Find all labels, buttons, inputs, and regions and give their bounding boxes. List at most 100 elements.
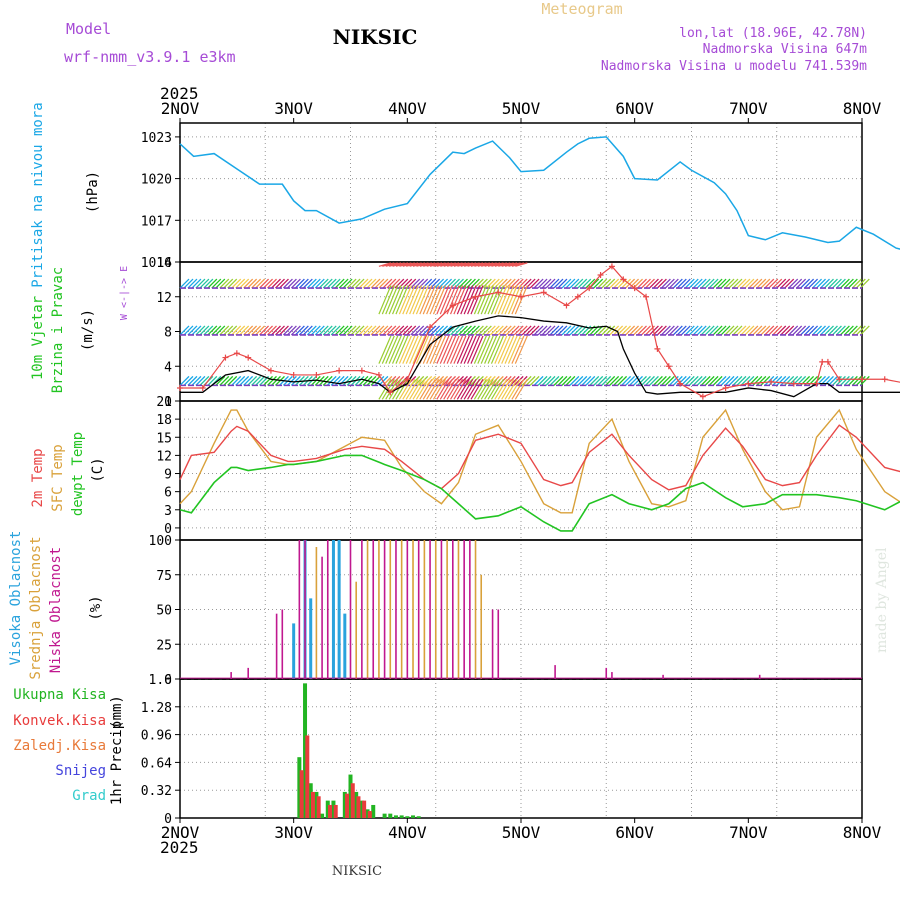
wind-barb-strong (439, 285, 453, 315)
wind-barb-strong (467, 335, 481, 364)
wind-barb (370, 278, 381, 289)
x-tick-label-top: 5NOV (502, 99, 541, 118)
wind-gust-marker (881, 376, 888, 383)
wind-barb-strong (412, 285, 426, 315)
wind-barb (406, 325, 417, 336)
wind-barb (259, 278, 270, 289)
wind-barb (358, 375, 369, 386)
wind-barb-strong (409, 335, 423, 364)
wind-barb (533, 278, 544, 289)
wind-barb (442, 375, 453, 386)
wind-barb (784, 375, 795, 386)
wind-barb (286, 325, 297, 336)
wind-barb (199, 325, 210, 336)
wind-barb (859, 278, 870, 289)
wind-barb (597, 375, 608, 386)
wind-barb-strong (423, 262, 436, 267)
wind-barb (728, 375, 739, 386)
wind-barb-strong (422, 285, 436, 315)
wind-barb (275, 278, 285, 289)
wind-barb (656, 325, 667, 336)
wind-barb (271, 278, 281, 289)
y-tick-label: 1.6 (149, 673, 172, 688)
wind-barb (764, 278, 775, 289)
wind-barb (613, 278, 624, 289)
wind-barb-strong (480, 378, 494, 400)
wind-barb-strong (385, 378, 399, 400)
wind-barb-strong (484, 378, 498, 400)
wind-barb (708, 325, 719, 336)
wind-barb-strong (504, 285, 518, 315)
wind-barb (465, 278, 476, 289)
wind-barb (585, 375, 596, 386)
wind-gust-marker (336, 367, 343, 374)
wind-barb (593, 278, 604, 289)
wind-barb (207, 278, 218, 289)
wind-gust-marker (643, 293, 650, 300)
wind-barb-strong (398, 378, 412, 400)
wind-barb (676, 325, 687, 336)
wind-barb (346, 278, 357, 289)
y-tick-label: 0 (164, 395, 172, 410)
wind-barb (740, 278, 751, 289)
wind-barb-strong (494, 262, 508, 267)
wind-barb-strong (487, 378, 501, 400)
pressure-line (179, 136, 900, 250)
wind-barb (851, 375, 862, 386)
wind-barb-strong (477, 285, 491, 315)
wind-gust-marker (518, 293, 524, 300)
x-tick-label-bottom: 2NOV (161, 823, 200, 842)
wind-barb (728, 325, 739, 336)
wind-barb (609, 278, 620, 289)
wind-barb (704, 375, 715, 386)
wind-barb-strong (415, 378, 429, 400)
wind-barb (199, 278, 210, 289)
wind-barb (390, 325, 401, 336)
y-tick-label: 1023 (141, 131, 172, 146)
y-tick-label: 0.32 (141, 784, 172, 799)
wind-barb (633, 325, 643, 336)
wind-barb (462, 375, 472, 386)
wind-barb-strong (378, 285, 392, 315)
wind-barb-strong (426, 262, 439, 267)
wind-barb (207, 375, 218, 386)
precip-conv-bar (345, 793, 350, 818)
wind-barb (537, 278, 548, 289)
wind-barb (310, 278, 321, 289)
wind-barb (692, 278, 703, 289)
wind-barb-strong (473, 378, 487, 400)
wind-barb (820, 325, 830, 336)
wind-barb (621, 278, 632, 289)
wind-barb-strong (429, 378, 443, 400)
wind-barb (390, 375, 401, 386)
wind-barb-strong (429, 335, 443, 364)
wind-barb (684, 375, 695, 386)
wind-barb (454, 278, 464, 289)
wind-barb (601, 375, 612, 386)
precip-total-bar (388, 813, 393, 818)
y-tick-label: 100 (149, 534, 172, 549)
wind-barb (569, 325, 580, 336)
wind-barb (776, 325, 787, 336)
wind-barb (294, 278, 305, 289)
wind-barb (808, 278, 819, 289)
wind-barb (298, 278, 309, 289)
wind-barb-strong (415, 335, 429, 364)
wind-barb (358, 278, 369, 289)
wind-barb-strong (432, 335, 447, 364)
precip-conv-bar (333, 804, 338, 818)
wind-barb (625, 325, 636, 336)
subtitle: Meteogram (541, 0, 622, 18)
wind-barb (585, 278, 596, 289)
wind-barb (286, 278, 297, 289)
wind-gust-marker (790, 380, 797, 387)
x-tick-label-top: 6NOV (615, 99, 654, 118)
precip-conv-bar (310, 791, 315, 818)
wind-barb (322, 375, 333, 386)
wind-barb (450, 325, 460, 336)
wind-barb-strong (477, 378, 491, 400)
wind-barb (179, 325, 190, 336)
wind-barb (768, 278, 779, 289)
wind-barb (637, 278, 647, 289)
wind-barb (656, 375, 667, 386)
